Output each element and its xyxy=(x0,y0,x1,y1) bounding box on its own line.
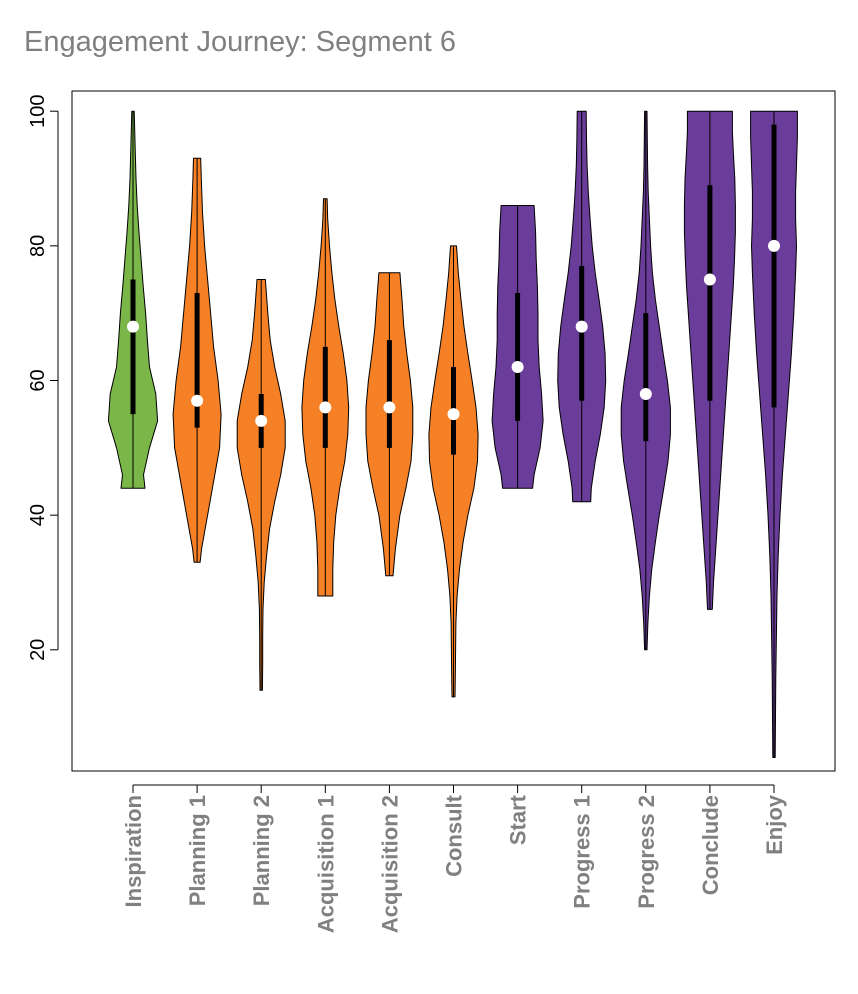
x-category-label: Consult xyxy=(442,794,467,877)
x-category-label: Progress 2 xyxy=(634,795,659,909)
violin-median xyxy=(127,320,139,333)
x-category-label: Acquisition 1 xyxy=(313,795,338,933)
x-category-label: Planning 2 xyxy=(249,795,274,906)
y-tick-label: 40 xyxy=(27,504,49,526)
violin-median xyxy=(768,239,780,252)
x-category-label: Start xyxy=(506,794,531,845)
x-category-label: Enjoy xyxy=(762,794,787,855)
violin-median xyxy=(703,273,716,286)
x-category-label: Inspiration xyxy=(121,795,146,907)
violin-median xyxy=(639,387,652,400)
violin-median xyxy=(447,408,460,421)
violin-median xyxy=(319,401,332,414)
violin-median xyxy=(511,361,524,374)
x-category-label: Acquisition 2 xyxy=(377,795,402,933)
violin-median xyxy=(575,320,588,333)
chart-title: Engagement Journey: Segment 6 xyxy=(24,26,457,58)
plot-frame xyxy=(71,90,836,772)
y-tick-label: 60 xyxy=(27,369,49,391)
y-tick-label: 20 xyxy=(27,639,49,661)
y-tick-label: 100 xyxy=(27,95,49,128)
violin-median xyxy=(255,414,268,427)
x-category-label: Progress 1 xyxy=(570,795,595,909)
x-category-label: Conclude xyxy=(698,795,723,895)
violin-median xyxy=(191,394,204,407)
y-tick-label: 80 xyxy=(27,235,49,257)
violin-median xyxy=(383,401,396,414)
x-category-label: Planning 1 xyxy=(185,795,210,906)
